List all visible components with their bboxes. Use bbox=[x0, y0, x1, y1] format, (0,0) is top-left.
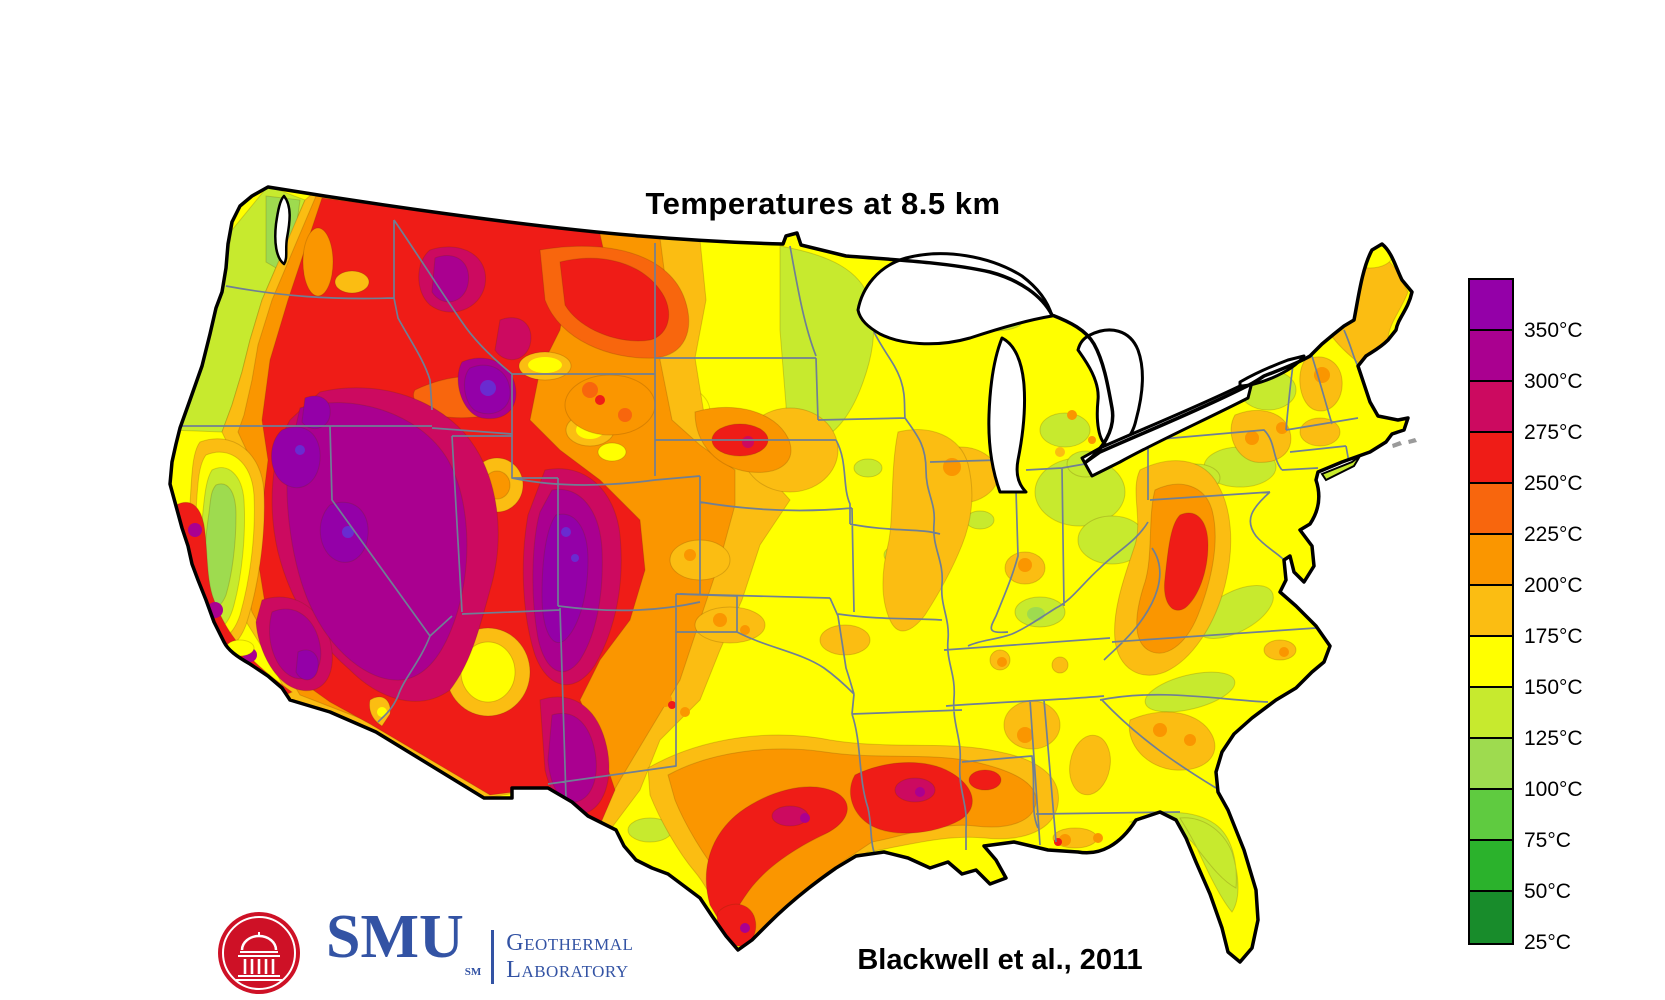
temp-region-alabama-amber bbox=[1069, 734, 1111, 796]
temp-region-lams-red bbox=[968, 769, 1002, 791]
temp-region-ms-orange bbox=[1017, 727, 1033, 743]
smu-wordmark: SMUSM bbox=[326, 903, 482, 978]
temp-region-ny-orange-dots bbox=[1245, 422, 1288, 445]
legend-label: 50°C bbox=[1524, 880, 1571, 903]
legend-swatch bbox=[1470, 790, 1512, 841]
legend-label: 75°C bbox=[1524, 829, 1571, 852]
smu-logo: SMUSM Geothermal Laboratory bbox=[218, 904, 633, 1000]
citation-text: Blackwell et al., 2011 bbox=[857, 944, 1143, 976]
smu-seal-icon bbox=[218, 911, 300, 994]
legend-label: 150°C bbox=[1524, 676, 1583, 699]
temp-region-green-patch bbox=[1027, 607, 1045, 621]
temp-region-green-patch bbox=[853, 458, 883, 478]
legend-label: 100°C bbox=[1524, 778, 1583, 801]
nantucket-islands bbox=[1392, 438, 1417, 448]
logo-divider bbox=[491, 929, 495, 984]
legend-swatch bbox=[1470, 280, 1512, 331]
legend-swatch bbox=[1470, 688, 1512, 739]
smu-department: Geothermal Laboratory bbox=[506, 930, 633, 984]
legend-swatch bbox=[1470, 382, 1512, 433]
temp-region-nebraska-crimson bbox=[742, 436, 754, 448]
legend-label: 225°C bbox=[1524, 523, 1583, 546]
state-borders bbox=[178, 219, 1359, 853]
temp-region-cascades-orange bbox=[302, 227, 334, 297]
dept-line1: Geothermal bbox=[506, 929, 634, 956]
temp-region-bighorn-yellow bbox=[528, 357, 562, 373]
legend-label: 350°C bbox=[1524, 319, 1583, 342]
temp-region-gulf-magenta-dots bbox=[740, 787, 925, 933]
legend-swatch bbox=[1470, 841, 1512, 892]
temp-region-wsd-dots bbox=[582, 382, 632, 422]
legend-swatch bbox=[1470, 892, 1512, 943]
legend-swatch bbox=[1470, 433, 1512, 484]
temp-region-green-patch bbox=[1144, 671, 1236, 713]
temp-region-ozark-amber bbox=[819, 624, 871, 656]
legend-swatch bbox=[1470, 484, 1512, 535]
legend-swatch bbox=[1470, 586, 1512, 637]
temp-region-wsd-orange bbox=[564, 374, 656, 436]
temp-region-iowa-illinois-amber bbox=[882, 429, 973, 632]
temp-region-nc-coast-orange bbox=[1279, 647, 1289, 657]
temp-region-gasc-orange-dots bbox=[1153, 723, 1196, 746]
temp-region-gulf-crimson bbox=[894, 777, 936, 803]
temp-region-gasc-amber bbox=[1128, 711, 1216, 771]
temp-region-wy-yellow bbox=[597, 442, 627, 462]
legend-label: 200°C bbox=[1524, 574, 1583, 597]
temp-region-illinois-orange-dot bbox=[943, 458, 961, 476]
temp-region-wv-red bbox=[1163, 512, 1209, 611]
legend-label: 125°C bbox=[1524, 727, 1583, 750]
long-island bbox=[1320, 455, 1361, 482]
temp-region-panhandle-orange bbox=[1054, 833, 1103, 846]
legend-swatch bbox=[1470, 739, 1512, 790]
temp-region-columbia-amber bbox=[334, 270, 370, 294]
us-outline bbox=[168, 185, 1414, 964]
temp-region-tn-orange bbox=[997, 657, 1007, 667]
legend-swatch bbox=[1470, 637, 1512, 688]
legend-swatch bbox=[1470, 331, 1512, 382]
temp-region-oklahoma-amber bbox=[694, 606, 766, 644]
temp-region-easttexas-red bbox=[705, 786, 848, 934]
page-title: Temperatures at 8.5 km bbox=[645, 186, 1001, 221]
temp-region-michigan-green bbox=[1039, 412, 1091, 448]
puget-sound bbox=[274, 194, 291, 266]
temp-region-ma-amber bbox=[1299, 417, 1341, 447]
legend-label: 25°C bbox=[1524, 931, 1571, 954]
dallas-hall-icon bbox=[222, 915, 296, 990]
legend-label: 175°C bbox=[1524, 625, 1583, 648]
temp-region-michigan-specks bbox=[1055, 410, 1096, 457]
legend-label: 250°C bbox=[1524, 472, 1583, 495]
temp-region-ny-amber bbox=[1230, 410, 1292, 463]
temp-region-plains-orange-dots bbox=[658, 549, 750, 717]
temp-region-indiana-orange bbox=[1018, 558, 1032, 572]
legend-label: 275°C bbox=[1524, 421, 1583, 444]
legend-swatch bbox=[1470, 535, 1512, 586]
legend-label: 300°C bbox=[1524, 370, 1583, 393]
lake-michigan bbox=[987, 336, 1028, 494]
legend-colorbar bbox=[1468, 278, 1514, 945]
temp-region-williston-red bbox=[559, 257, 670, 342]
temperature-legend: 350°C 300°C 275°C 250°C 225°C 200°C 175°C 150°C… bbox=[1468, 278, 1608, 954]
dept-line2: Laboratory bbox=[506, 956, 629, 983]
service-mark: SM bbox=[464, 966, 482, 978]
